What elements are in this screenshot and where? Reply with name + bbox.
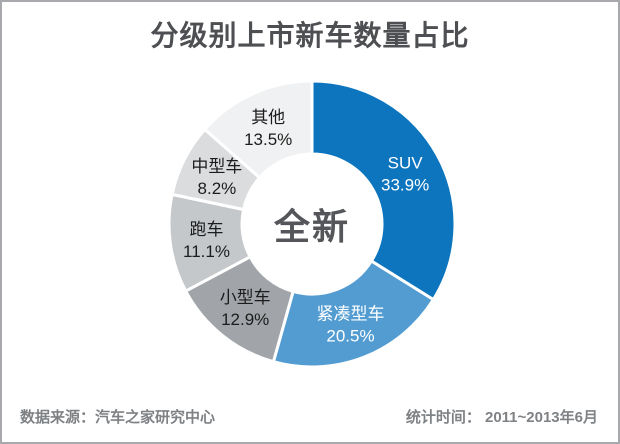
donut-segment-label-3: 跑车 11.1% [183,220,230,261]
donut-segment-label-5: 其他 13.5% [244,108,292,149]
footer-data-source: 数据来源：汽车之家研究中心 [20,409,216,426]
donut-segment-label-4: 中型车 8.2% [191,157,242,198]
footer-stat-period: 统计时间： 2011~2013年6月 [405,409,598,426]
chart-title: 分级别上市新车数量占比 [150,20,470,51]
donut-segment-label-1: 紧凑型车 20.5% [317,304,385,345]
donut-segment-label-2: 小型车 12.9% [220,288,271,329]
donut-segment-label-0: SUV 33.9% [381,153,429,194]
donut-segment-1 [271,259,435,369]
donut-segment-0 [310,79,457,302]
donut-center-label: 全新 [273,206,351,247]
donut-segment-5 [203,79,314,180]
